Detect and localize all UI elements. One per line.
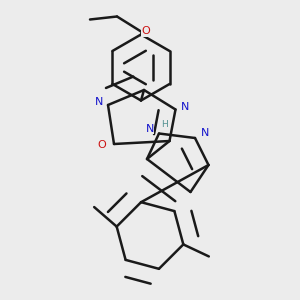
Text: N: N [146,124,154,134]
Text: N: N [181,101,189,112]
Text: N: N [200,128,209,139]
Text: H: H [162,120,168,129]
Text: O: O [141,26,150,37]
Text: O: O [98,140,106,151]
Text: N: N [95,97,103,107]
